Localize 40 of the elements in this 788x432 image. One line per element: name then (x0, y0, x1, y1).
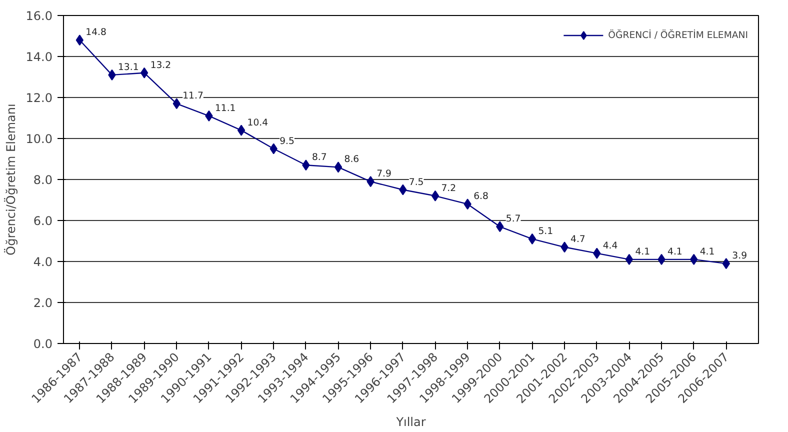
y-tick-label: 6.0 (33, 214, 53, 228)
y-axis-title: Öğrenci/Öğretim Elemanı (4, 104, 18, 256)
x-axis-title: Yıllar (395, 415, 426, 430)
point (140, 67, 148, 78)
data-label: 7.9 (376, 168, 392, 180)
point (334, 162, 342, 173)
data-label: 8.7 (312, 152, 327, 164)
data-label: 4.1 (635, 246, 650, 258)
data-label: 6.8 (474, 191, 488, 202)
data-label: 3.9 (732, 250, 748, 262)
data-label: 4.7 (570, 234, 586, 246)
data-label: 8.6 (344, 154, 360, 166)
data-label: 9.5 (280, 136, 295, 147)
y-tick-label: 2.0 (33, 296, 53, 310)
y-tick-label: 16.0 (26, 9, 52, 23)
data-label: 7.5 (408, 176, 424, 188)
y-tick-label: 10.0 (26, 132, 52, 146)
data-label: 7.2 (441, 182, 456, 194)
data-label: 4.1 (668, 246, 682, 258)
y-tick-label: 12.0 (26, 91, 52, 105)
data-label: 13.2 (150, 60, 172, 71)
point (722, 258, 730, 270)
data-label: 13.1 (118, 62, 139, 73)
y-tick-label: 14.0 (26, 50, 52, 64)
point (237, 124, 246, 136)
point (528, 233, 536, 244)
data-label: 5.7 (506, 214, 521, 225)
legend-label: ÖĞRENCİ / ÖĞRETİM ELEMANI (608, 30, 748, 40)
y-tick-label: 0.0 (33, 337, 53, 351)
data-label: 10.4 (247, 117, 268, 128)
point (625, 254, 634, 265)
data-label: 11.7 (182, 90, 204, 102)
data-label: 4.4 (602, 240, 618, 252)
data-label: 14.8 (86, 27, 106, 38)
point (431, 190, 440, 202)
data-label: 5.1 (538, 226, 554, 237)
y-tick-label: 8.0 (33, 173, 53, 187)
y-tick-label: 4.0 (33, 255, 53, 269)
data-label: 4.1 (700, 246, 715, 258)
data-label: 11.1 (214, 102, 236, 114)
